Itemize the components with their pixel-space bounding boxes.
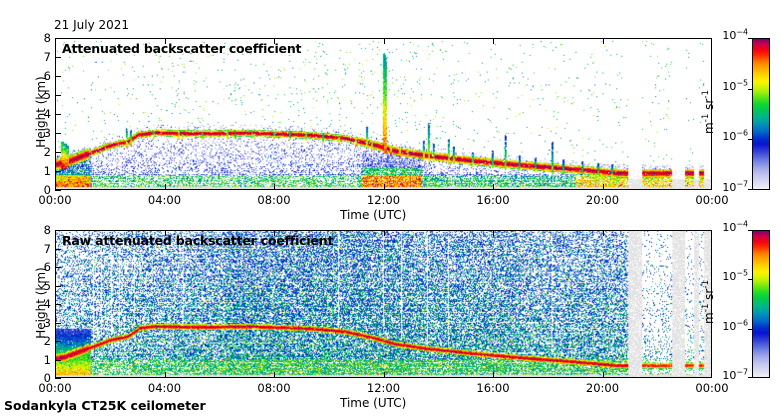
x-tick-label: 20:00	[585, 193, 620, 207]
x-tick-label: 16:00	[476, 193, 510, 207]
x-tick-label: 04:00	[147, 381, 182, 395]
colorbar-tick-label: 10−4	[722, 27, 748, 42]
colorbar-tick	[748, 189, 752, 190]
y-tick-label: 8	[43, 223, 51, 237]
y-tick	[55, 378, 61, 379]
colorbar-tick-label: 10−7	[722, 367, 748, 382]
colorbar-tick-label: 10−5	[722, 78, 748, 93]
colorbar-bottom	[752, 230, 770, 378]
y-tick-label: 8	[43, 31, 51, 45]
colorbar-tick	[748, 139, 752, 141]
x-tick-label: 08:00	[257, 193, 291, 207]
colorbar-tick-label: 10−7	[722, 179, 748, 194]
colorbar-tick-label: 10−4	[722, 219, 748, 234]
x-axis-label-bottom: Time (UTC)	[340, 396, 407, 410]
x-tick-label: 12:00	[366, 193, 401, 207]
x-tick-label: 04:00	[147, 193, 182, 207]
colorbar-tick-label: 10−6	[722, 318, 748, 333]
raw-attenuated-backscatter-heatmap	[56, 231, 711, 377]
attenuated-backscatter-heatmap	[56, 39, 711, 189]
colorbar-tick	[748, 279, 752, 281]
y-tick-label: 1	[43, 164, 51, 178]
colorbar-tick-label: 10−6	[722, 128, 748, 144]
x-tick-label: 08:00	[257, 381, 291, 395]
panel-title-raw: Raw attenuated backscatter coefficient	[62, 233, 334, 248]
y-axis-label-bottom: Height (km)	[34, 267, 48, 339]
colorbar-tick	[748, 38, 752, 39]
x-tick-label: 12:00	[366, 381, 401, 395]
figure-footer: Sodankyla CT25K ceilometer	[4, 398, 206, 413]
y-tick-label: 0	[43, 183, 51, 197]
colorbar-tick	[748, 377, 752, 378]
y-tick	[55, 190, 61, 191]
panel-raw-attenuated-backscatter[interactable]: Raw attenuated backscatter coefficient	[55, 230, 712, 378]
colorbar-tick	[748, 230, 752, 231]
colorbar-tick	[748, 88, 752, 90]
x-tick-label: 00:00	[38, 193, 72, 207]
y-tick-label: 0	[43, 371, 51, 385]
x-tick-label: 00:00	[695, 193, 729, 207]
y-tick-label: 1	[43, 352, 51, 367]
x-tick-label: 16:00	[476, 381, 510, 395]
colorbar-tick-label: 10−5	[722, 268, 748, 284]
x-axis-label-top: Time (UTC)	[340, 208, 407, 222]
y-axis-label-top: Height (km)	[34, 76, 48, 148]
colorbar-tick	[748, 328, 752, 330]
panel-attenuated-backscatter[interactable]: Attenuated backscatter coefficient	[55, 38, 712, 190]
panel-title-attenuated: Attenuated backscatter coefficient	[62, 41, 302, 56]
x-tick-label: 00:00	[695, 381, 729, 395]
x-tick-label: 00:00	[38, 381, 72, 395]
x-tick-label: 20:00	[585, 381, 620, 395]
date-label: 21 July 2021	[54, 18, 130, 32]
colorbar-top	[752, 38, 770, 190]
